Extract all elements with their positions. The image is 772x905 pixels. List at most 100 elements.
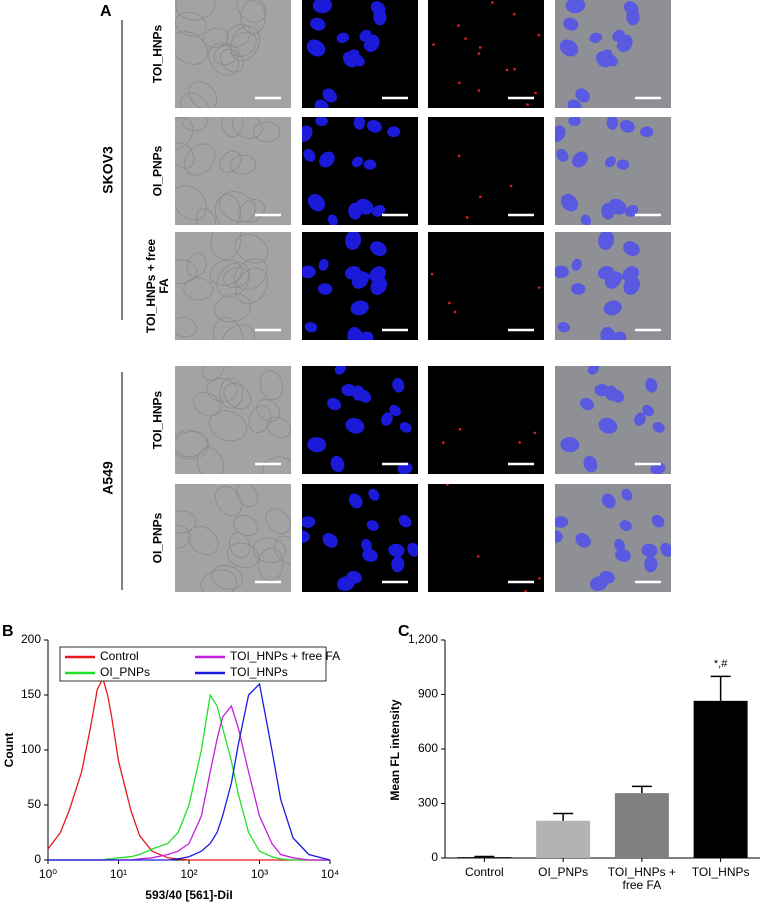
- nucleus: [660, 542, 671, 557]
- micrograph-content: [446, 484, 541, 592]
- red-dot: [538, 577, 541, 580]
- micrograph: [428, 484, 544, 592]
- red-dot: [465, 216, 469, 219]
- x-tick-label: 10⁴: [321, 867, 340, 881]
- x-tick-label: Control: [465, 865, 504, 879]
- red-dot: [478, 46, 482, 49]
- x-tick-label: TOI_HNPs + free FA: [607, 865, 676, 892]
- nucleus: [644, 556, 658, 573]
- nucleus: [594, 384, 610, 397]
- cell-outline: [184, 143, 216, 176]
- cell-outline: [175, 185, 207, 221]
- micrograph-content: [555, 117, 654, 225]
- cell-outline: [216, 262, 251, 298]
- y-tick-label: 0: [431, 850, 438, 864]
- cell-outline: [175, 142, 195, 169]
- nucleus: [652, 421, 665, 433]
- micrograph-content: [560, 366, 666, 474]
- cell-outline: [175, 317, 197, 338]
- nucleus: [302, 530, 310, 543]
- micrograph-content: [430, 272, 541, 314]
- micrograph-content: [555, 232, 641, 340]
- cell-outline: [183, 277, 214, 301]
- nucleus: [336, 32, 350, 43]
- nucleus: [327, 214, 339, 225]
- nucleus: [615, 548, 631, 562]
- nucleus: [303, 148, 316, 162]
- red-dot: [464, 37, 467, 40]
- red-dot: [505, 68, 509, 72]
- nucleus: [312, 0, 333, 14]
- nucleus: [606, 117, 619, 130]
- nucleus: [601, 493, 616, 509]
- cell-outline: [214, 293, 252, 323]
- histogram-line: [47, 676, 330, 861]
- cell-outline: [186, 252, 207, 278]
- nucleus: [388, 543, 405, 557]
- nucleus: [568, 117, 581, 127]
- nucleus: [391, 556, 405, 573]
- nucleus: [345, 417, 365, 434]
- red-dot: [432, 43, 435, 46]
- nucleus: [322, 88, 337, 103]
- nucleus: [556, 148, 569, 162]
- nucleus: [392, 377, 405, 393]
- cell-outline: [232, 117, 263, 139]
- nucleus: [341, 384, 357, 397]
- nucleus: [314, 99, 329, 108]
- red-dot: [477, 89, 481, 92]
- cell-outline: [214, 485, 243, 517]
- nucleus: [317, 283, 333, 295]
- micrograph-content: [302, 232, 388, 340]
- cell-outline: [200, 569, 238, 592]
- red-dot: [441, 441, 445, 444]
- micrograph-content: [432, 1, 541, 106]
- y-tick-label: 0: [34, 852, 41, 866]
- cell-outline: [181, 117, 208, 131]
- red-dot: [509, 184, 513, 188]
- cell-outline: [238, 199, 266, 223]
- cell-outline: [219, 377, 244, 409]
- red-dot: [526, 103, 529, 106]
- nucleus: [407, 542, 418, 557]
- micrograph-content: [175, 232, 269, 340]
- cell-outline: [219, 150, 242, 173]
- nucleus: [345, 232, 362, 250]
- cell-outline: [226, 542, 260, 569]
- cell-outline: [218, 191, 256, 223]
- cell-outline: [175, 259, 198, 285]
- micrograph-content: [441, 427, 537, 444]
- micrograph: [175, 484, 291, 592]
- nucleus: [342, 51, 359, 68]
- nucleus: [369, 266, 386, 283]
- cell-outline: [229, 154, 257, 175]
- nucleus: [347, 327, 363, 340]
- nucleus: [309, 437, 326, 451]
- cell-outline: [235, 267, 269, 305]
- nucleus: [353, 117, 366, 130]
- nucleus: [616, 159, 630, 170]
- micrograph-content: [302, 117, 401, 225]
- nucleus: [603, 300, 622, 316]
- nucleus: [319, 151, 335, 168]
- red-dot: [534, 91, 537, 95]
- red-dot: [453, 310, 457, 314]
- y-tick-label: 200: [21, 632, 41, 646]
- cell-outline: [274, 535, 291, 565]
- nucleus: [357, 389, 372, 403]
- micrograph-content: [175, 117, 281, 225]
- cell-outline: [223, 267, 250, 289]
- bar: [536, 820, 591, 858]
- red-dot: [538, 286, 541, 289]
- nucleus: [397, 462, 413, 474]
- nucleus: [560, 193, 579, 212]
- nucleus: [625, 204, 639, 217]
- nucleus: [640, 126, 654, 138]
- nucleus: [626, 8, 640, 26]
- red-dot: [537, 33, 541, 37]
- nucleus: [587, 366, 599, 375]
- cell-outline: [213, 44, 240, 66]
- micrograph: [428, 117, 544, 225]
- cell-outline: [202, 27, 229, 48]
